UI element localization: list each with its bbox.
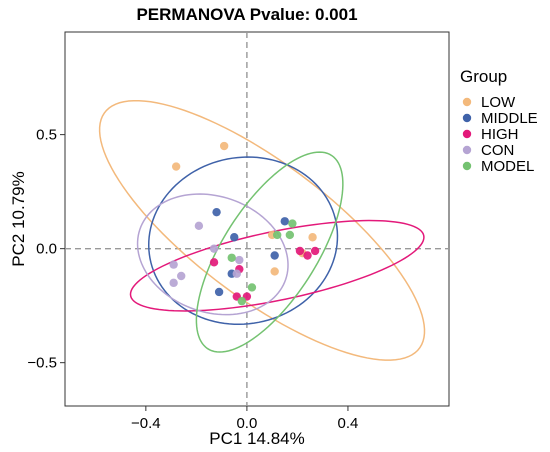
- point-low-2: [219, 141, 229, 151]
- point-low-5: [270, 267, 279, 276]
- point-con-6: [235, 255, 244, 265]
- ellipse-con: [136, 193, 289, 316]
- x-axis-label: PC1 14.84%: [209, 429, 304, 448]
- legend-label-model: MODEL: [481, 158, 534, 175]
- legend-title: Group: [460, 67, 507, 86]
- confidence-ellipses: [98, 99, 426, 361]
- y-axis-label: PC2 10.79%: [9, 171, 28, 266]
- point-con-4: [177, 271, 186, 281]
- y-tick-label: 0.0: [36, 241, 57, 258]
- point-low-1: [171, 162, 181, 171]
- point-model-2: [285, 230, 295, 240]
- point-high-4: [310, 246, 320, 256]
- point-model-3: [288, 219, 297, 228]
- point-model-5: [237, 296, 247, 306]
- y-axis-ticks: −0.5 0.0 0.5: [27, 127, 65, 372]
- point-con-1: [194, 221, 204, 231]
- point-low-4: [308, 233, 317, 242]
- legend-label-con: CON: [481, 142, 514, 159]
- point-middle-1: [212, 207, 221, 217]
- point-middle-5: [214, 287, 224, 297]
- point-middle-4: [270, 251, 279, 260]
- legend-key-high: [462, 129, 472, 139]
- y-tick-label: −0.5: [27, 355, 57, 372]
- data-points: [169, 141, 320, 306]
- y-tick-label: 0.5: [36, 127, 57, 144]
- point-high-1: [209, 258, 219, 267]
- ellipse-model: [195, 151, 344, 353]
- legend-label-low: LOW: [481, 94, 516, 111]
- legend-key-model: [462, 161, 472, 171]
- x-axis-ticks: −0.4 0.0 0.4: [131, 406, 358, 432]
- ellipse-high: [129, 219, 425, 312]
- point-con-7: [169, 278, 178, 288]
- point-con-5: [232, 269, 241, 278]
- point-middle-2: [230, 233, 239, 242]
- ellipse-middle: [147, 156, 339, 326]
- legend-label-middle: MIDDLE: [481, 110, 538, 127]
- point-model-6: [227, 253, 236, 262]
- x-tick-label: −0.4: [131, 415, 161, 432]
- point-high-2: [295, 246, 305, 256]
- legend-label-high: HIGH: [481, 126, 519, 143]
- point-model-4: [247, 283, 257, 292]
- point-con-2: [209, 244, 219, 253]
- reference-lines: [65, 32, 449, 406]
- point-con-3: [169, 260, 178, 269]
- point-middle-3: [280, 217, 289, 226]
- point-model-1: [273, 230, 282, 240]
- legend-key-middle: [462, 113, 472, 123]
- x-tick-label: 0.4: [338, 415, 359, 432]
- plot-panel: [64, 31, 450, 407]
- x-tick-label: 0.0: [236, 415, 257, 432]
- legend-key-con: [462, 145, 472, 155]
- point-high-3: [303, 251, 312, 260]
- legend-key-low: [462, 97, 472, 107]
- chart-title: PERMANOVA Pvalue: 0.001: [136, 5, 357, 24]
- ellipse-low: [98, 99, 426, 361]
